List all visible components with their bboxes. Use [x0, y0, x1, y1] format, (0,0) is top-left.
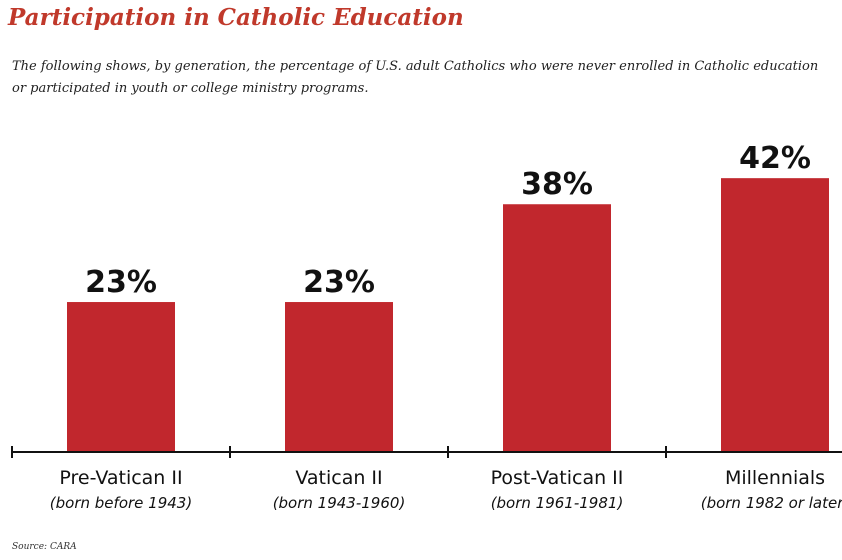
- chart-title: Participation in Catholic Education: [8, 4, 464, 31]
- chart-subtitle: The following shows, by generation, the …: [12, 59, 819, 96]
- category-label-0: Pre-Vatican II: [59, 467, 182, 489]
- data-label-1: 23%: [303, 265, 375, 300]
- category-label-1: Vatican II: [295, 467, 382, 489]
- category-sublabel-0: (born before 1943): [50, 494, 192, 512]
- bar-1: [285, 302, 393, 452]
- source-note: Source: CARA: [12, 542, 77, 552]
- category-sublabel-1: (born 1943-1960): [273, 494, 406, 512]
- bar-2: [503, 204, 611, 452]
- category-sublabel-3: (born 1982 or later): [701, 494, 842, 512]
- data-label-2: 38%: [521, 167, 593, 202]
- bar-chart: 23% Pre-Vatican II (born before 1943) 23% Va…: [11, 141, 842, 512]
- bar-3: [721, 178, 829, 452]
- category-label-3: Millennials: [725, 467, 825, 489]
- bar-0: [67, 302, 175, 452]
- category-label-2: Post-Vatican II: [491, 467, 624, 489]
- category-sublabel-2: (born 1961-1981): [491, 494, 624, 512]
- data-label-3: 42%: [739, 141, 811, 176]
- data-label-0: 23%: [85, 265, 157, 300]
